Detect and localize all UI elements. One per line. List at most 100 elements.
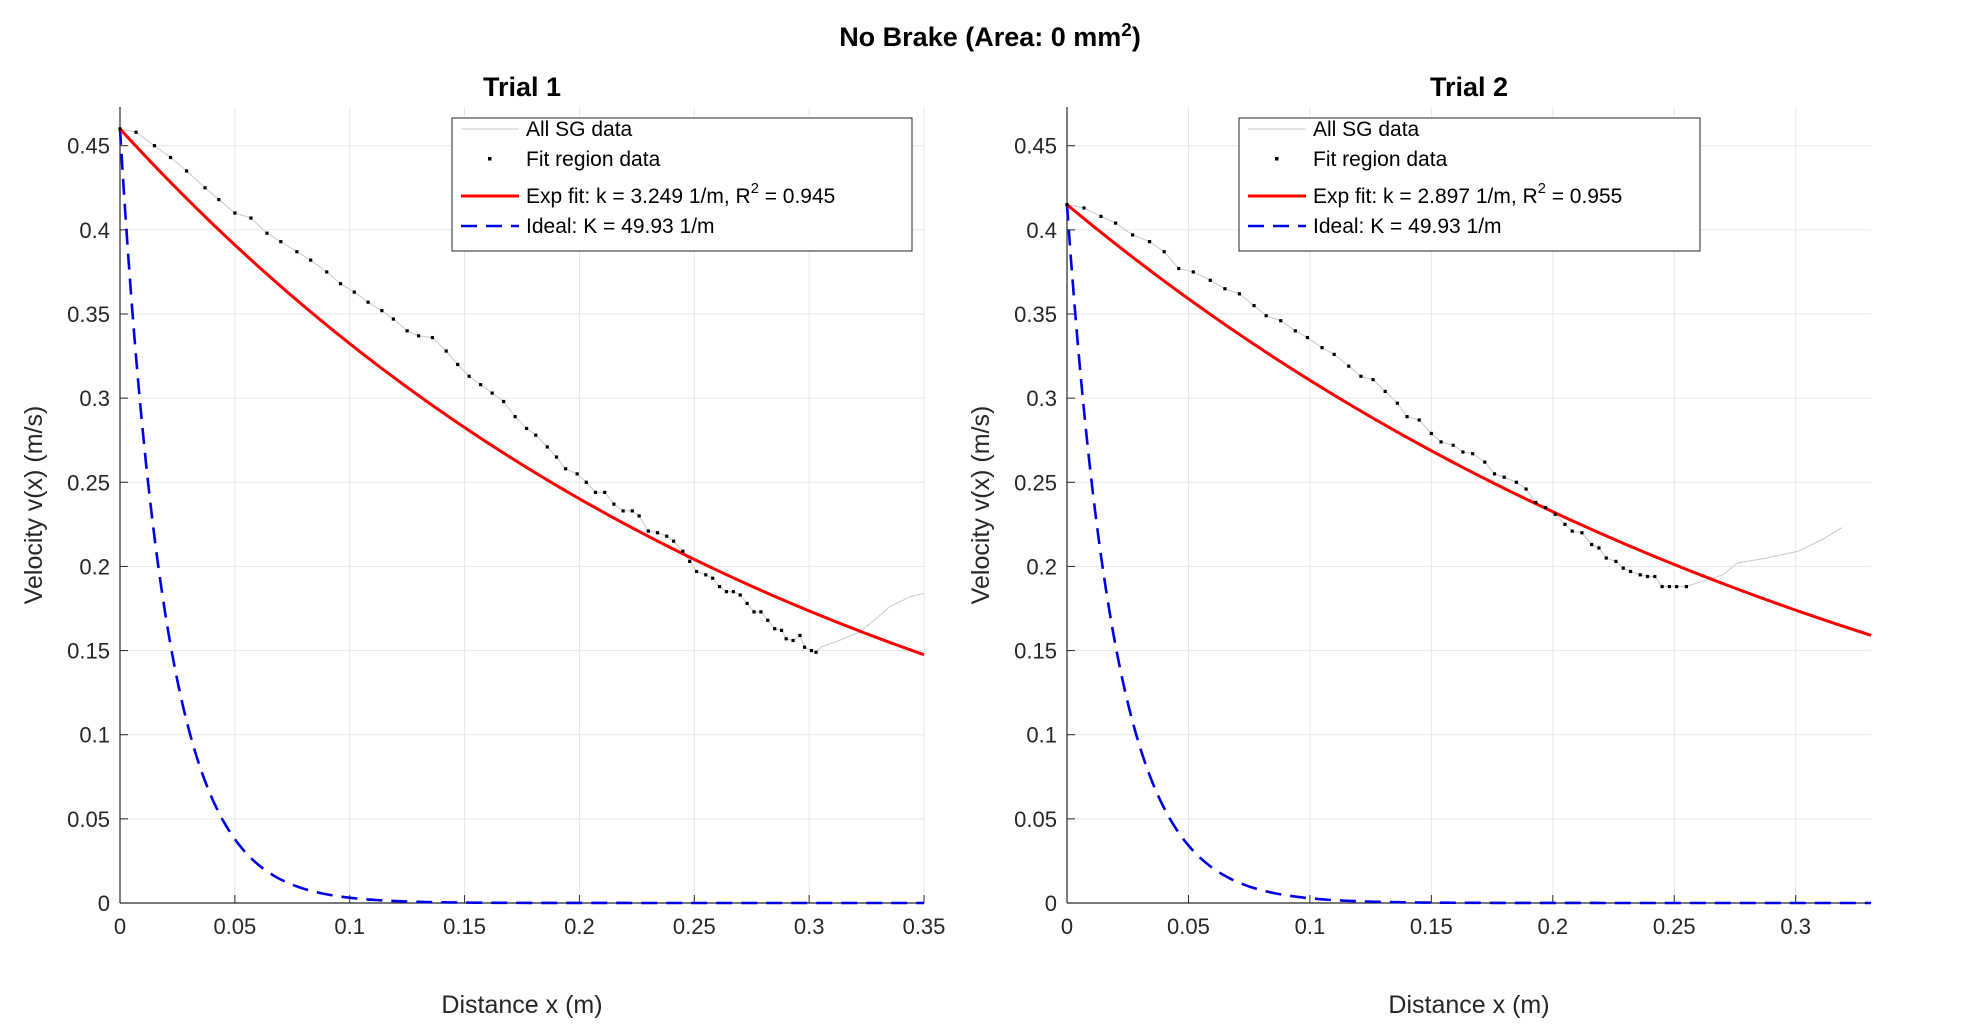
- fit-region-point: [490, 391, 494, 395]
- fit-region-point: [1524, 487, 1528, 491]
- legend-entry: Fit region data: [526, 148, 661, 171]
- fit-region-point: [704, 573, 708, 577]
- fit-region-point: [203, 186, 207, 190]
- fit-region-point: [1147, 240, 1152, 244]
- fit-region-point: [766, 618, 770, 622]
- fit-region-point: [711, 576, 715, 580]
- y-tick-label: 0.25: [67, 470, 110, 495]
- x-tick-label: 0.15: [1410, 914, 1453, 939]
- y-tick-label: 0.15: [67, 639, 110, 664]
- fit-region-point: [1065, 203, 1069, 207]
- subplot-title: Trial 2: [1430, 72, 1508, 102]
- fit-region-point: [1417, 418, 1421, 422]
- fit-region-point: [118, 127, 122, 131]
- fit-region-point: [524, 426, 529, 431]
- fit-region-point: [672, 539, 676, 543]
- y-axis-label: Velocity v(x) (m/s): [967, 406, 995, 605]
- fit-region-point: [1405, 415, 1409, 419]
- fit-region-point: [352, 290, 356, 294]
- x-tick-label: 0.05: [1167, 914, 1210, 939]
- y-tick-label: 0.05: [1014, 807, 1057, 832]
- legend-entry: Ideal: K = 49.93 1/m: [526, 215, 715, 238]
- fit-region-point: [688, 559, 692, 563]
- fit-region-point: [1162, 250, 1166, 254]
- fit-region-point: [593, 490, 598, 494]
- fit-region-point: [1332, 352, 1336, 356]
- y-tick-label: 0.4: [1026, 218, 1057, 243]
- legend-entry: Exp fit: k = 2.897 1/m, R2 = 0.955: [1313, 181, 1622, 208]
- fit-region-point: [265, 231, 269, 235]
- fit-region-point: [1645, 574, 1650, 579]
- fit-region-point: [655, 531, 660, 535]
- fit-region-point: [338, 282, 343, 286]
- x-tick-label: 0.15: [443, 914, 486, 939]
- fit-region-point: [1514, 480, 1518, 484]
- x-axis-label: Distance x (m): [441, 991, 602, 1019]
- x-tick-label: 0: [1061, 914, 1073, 939]
- y-tick-label: 0.3: [79, 386, 110, 411]
- fit-region-point: [731, 590, 735, 594]
- fit-region-point: [430, 335, 435, 340]
- fit-region-point: [479, 383, 483, 387]
- fit-region-point: [1371, 378, 1375, 382]
- x-tick-label: 0.1: [1295, 914, 1326, 939]
- fit-region-point: [1279, 319, 1283, 323]
- fit-region-point: [1305, 335, 1310, 340]
- fit-region-point: [784, 637, 788, 641]
- sg-data-line: [1066, 204, 1843, 588]
- legend-point-icon: [488, 157, 492, 161]
- fit-region-point: [152, 144, 157, 148]
- legend-entry: Exp fit: k = 3.249 1/m, R2 = 0.945: [526, 181, 835, 208]
- fit-region-point: [1429, 431, 1433, 436]
- fit-region-point: [798, 633, 802, 638]
- fit-region-point: [809, 648, 814, 653]
- fit-region-point: [1570, 529, 1574, 533]
- x-tick-label: 0.05: [213, 914, 256, 939]
- y-tick-label: 0.35: [1014, 302, 1057, 327]
- fit-region-point: [1237, 292, 1242, 296]
- fit-region-point: [1621, 566, 1625, 570]
- y-tick-label: 0.1: [1026, 723, 1057, 748]
- fit-region-point: [217, 197, 221, 202]
- legend-point-icon: [1275, 157, 1279, 161]
- fit-region-point: [1553, 512, 1557, 516]
- x-tick-label: 0.25: [673, 914, 716, 939]
- fit-region-point: [1684, 585, 1688, 589]
- legend-box: [451, 117, 913, 252]
- x-tick-label: 0: [114, 914, 126, 939]
- fit-region-point: [1502, 475, 1506, 479]
- fit-region-point: [1628, 569, 1633, 574]
- fit-region-point: [752, 610, 756, 614]
- fit-region-point: [1461, 450, 1465, 454]
- fit-region-point: [1597, 546, 1601, 550]
- fit-region-point: [1675, 585, 1679, 589]
- fit-region-point: [1130, 233, 1135, 237]
- fit-region-point: [738, 593, 742, 597]
- fit-region-point: [391, 317, 395, 321]
- subplot-title: Trial 1: [483, 72, 561, 102]
- fit-region-point: [564, 467, 568, 471]
- fit-region-point: [168, 155, 173, 160]
- fit-region-point: [545, 445, 549, 449]
- fit-region-point: [1359, 374, 1363, 378]
- legend-box: [1238, 117, 1701, 252]
- fit-region-point: [185, 169, 189, 173]
- legend-entry: All SG data: [1313, 118, 1420, 141]
- x-tick-label: 0.2: [1538, 914, 1569, 939]
- fit-region-point: [779, 628, 784, 632]
- fit-region-point: [1638, 573, 1642, 577]
- fit-region-point: [603, 490, 607, 494]
- fit-region-point: [1264, 314, 1268, 318]
- fit-region-point: [724, 590, 729, 594]
- fit-region-point: [791, 638, 795, 643]
- subplot-trial-2: 0 0.05 0.1 0.15 0.2 0.25 0.3 0 0.05 0.1 0.15 0.2 0.2…: [967, 72, 1872, 1019]
- fit-region-point: [1534, 500, 1538, 505]
- fit-region-point: [309, 258, 313, 262]
- legend-entry: All SG data: [526, 118, 633, 141]
- legend-entry: Fit region data: [1313, 148, 1448, 171]
- fit-region-point: [1395, 401, 1399, 405]
- y-tick-label: 0.3: [1026, 386, 1057, 411]
- y-tick-label: 0.45: [67, 134, 110, 159]
- y-tick-label: 0.05: [67, 807, 110, 832]
